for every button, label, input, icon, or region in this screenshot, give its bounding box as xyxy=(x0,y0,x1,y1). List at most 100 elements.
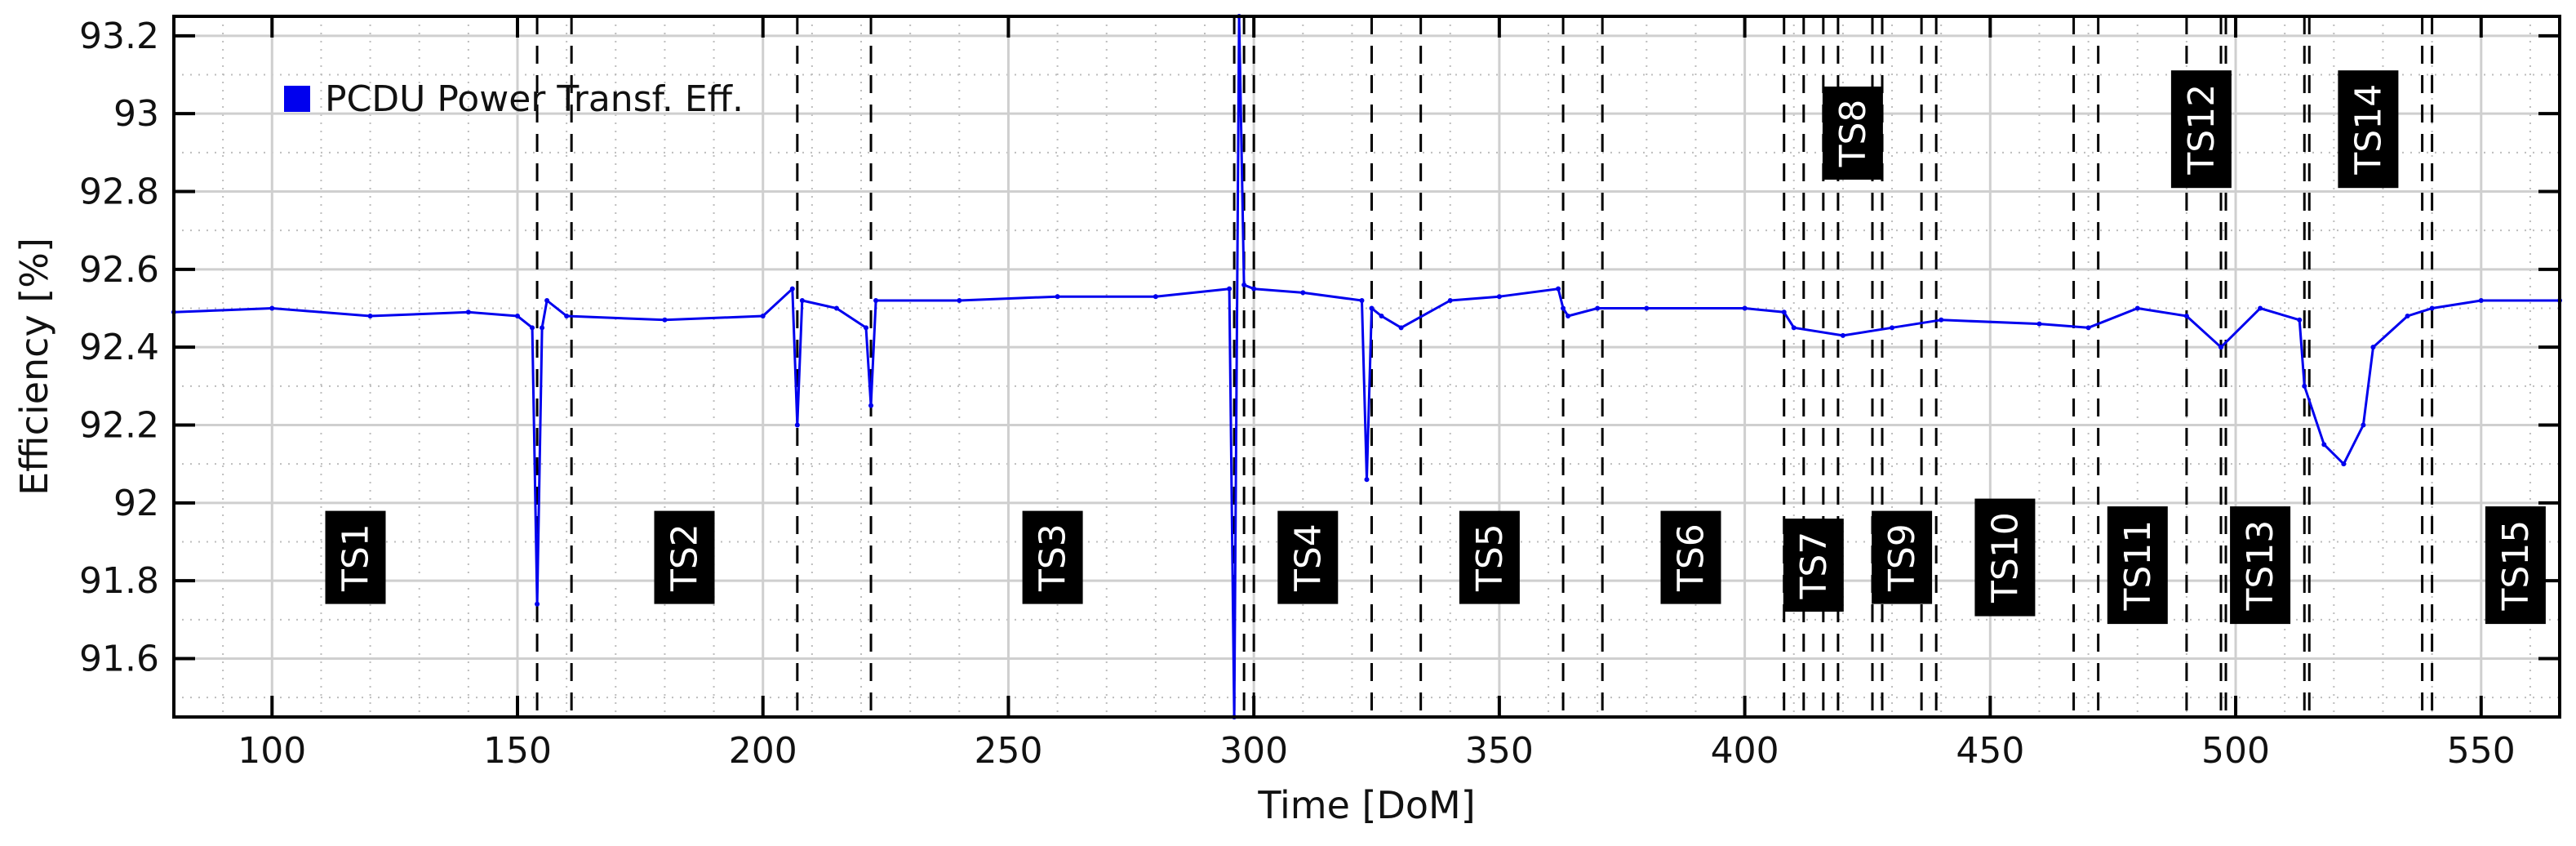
ts-annotation: TS3 xyxy=(1022,510,1083,604)
series-point xyxy=(2134,305,2140,311)
ts-annotation-label: TS7 xyxy=(1793,532,1835,600)
series-point xyxy=(1369,305,1375,311)
series-point xyxy=(2183,314,2189,319)
ts-annotation-box xyxy=(2338,70,2399,189)
series-point xyxy=(2085,325,2091,331)
ts-annotation-box xyxy=(2230,506,2291,625)
ts-annotation-label: TS9 xyxy=(1881,523,1923,592)
legend: PCDU Power Transf. Eff. xyxy=(284,78,744,120)
ts-annotation: TS12 xyxy=(2170,70,2232,189)
ts-annotation-box xyxy=(654,510,715,604)
ts-annotation: TS10 xyxy=(1974,498,2036,617)
series-point xyxy=(1791,325,1797,331)
series-point xyxy=(2361,422,2366,428)
series-point xyxy=(2429,305,2435,311)
ts-annotation: TS8 xyxy=(1822,87,1883,180)
ts-annotation: TS11 xyxy=(2107,506,2168,625)
x-tick-label: 550 xyxy=(2447,730,2516,772)
ts-annotation-box xyxy=(1822,87,1883,180)
series-point xyxy=(1379,314,1384,319)
series-point xyxy=(535,601,540,607)
ts-annotation-box xyxy=(2485,506,2546,625)
x-tick-label: 100 xyxy=(238,730,306,772)
series-point xyxy=(2341,461,2347,467)
ts-annotation: TS9 xyxy=(1872,510,1933,604)
series-point xyxy=(799,297,805,303)
series-point xyxy=(1364,477,1370,483)
ts-annotation: TS7 xyxy=(1783,519,1844,612)
series-point xyxy=(1251,286,1257,292)
series-point xyxy=(873,297,879,303)
series-point xyxy=(1840,332,1845,338)
y-tick-label: 91.8 xyxy=(79,560,159,602)
ts-annotation: TS5 xyxy=(1459,510,1520,604)
ts-annotation-box xyxy=(1277,510,1339,604)
series-point xyxy=(1447,297,1453,303)
series-point xyxy=(957,297,962,303)
ts-annotation-label: TS8 xyxy=(1832,100,1874,168)
series-point xyxy=(2297,317,2303,323)
series-point xyxy=(794,422,800,428)
ts-annotation-box xyxy=(1872,510,1933,604)
ts-annotation-box xyxy=(1660,510,1721,604)
series-point xyxy=(269,305,275,311)
series-point xyxy=(760,314,766,319)
ts-annotation-box xyxy=(325,510,386,604)
series-point xyxy=(864,325,869,331)
series-point xyxy=(2370,345,2376,350)
series-point xyxy=(2405,314,2410,319)
series-point xyxy=(1939,317,1944,323)
series-point xyxy=(1241,282,1247,287)
annotations: TS1 TS2 TS3 TS4 TS5 TS6 TS7 TS8 TS9 TS10 TS11 TS12 T… xyxy=(325,70,2546,625)
ts-annotation-box xyxy=(1974,498,2036,617)
series-point xyxy=(1890,325,1895,331)
y-tick-label: 92 xyxy=(113,483,159,524)
series-layer xyxy=(171,14,2562,719)
series-point xyxy=(1496,294,1502,300)
series-point xyxy=(1556,286,1561,292)
legend-swatch xyxy=(284,86,310,112)
ts-annotation: TS4 xyxy=(1277,510,1339,604)
series-point xyxy=(2218,345,2224,350)
y-tick-label: 92.6 xyxy=(79,249,159,291)
ts-annotation-label: TS5 xyxy=(1469,523,1511,592)
legend-label: PCDU Power Transf. Eff. xyxy=(325,78,744,120)
ts-annotation-label: TS2 xyxy=(664,523,706,592)
ts-annotation-box xyxy=(1783,519,1844,612)
ts-annotation: TS15 xyxy=(2485,506,2546,625)
series-point xyxy=(662,317,668,323)
ts-annotation-label: TS14 xyxy=(2347,84,2389,176)
y-axis-label: Efficiency [%] xyxy=(12,238,56,496)
series-point xyxy=(2258,305,2263,311)
series-point xyxy=(1742,305,1748,311)
series-point xyxy=(1561,305,1566,311)
series-point xyxy=(1359,297,1365,303)
series-point xyxy=(564,314,570,319)
x-tick-label: 350 xyxy=(1465,730,1534,772)
grid xyxy=(174,16,2560,717)
ts-annotation-box xyxy=(1459,510,1520,604)
ts-annotation-label: TS15 xyxy=(2495,520,2537,612)
series-point xyxy=(515,314,521,319)
y-tick-label: 91.6 xyxy=(79,639,159,680)
ts-annotation-label: TS12 xyxy=(2181,84,2223,176)
ts-annotation-label: TS4 xyxy=(1287,523,1329,592)
series-point xyxy=(367,314,373,319)
series-line xyxy=(173,15,2560,719)
ts-annotation: TS6 xyxy=(1660,510,1721,604)
series-point xyxy=(1781,309,1787,315)
series-point xyxy=(1398,325,1404,331)
ts-annotation-box xyxy=(1022,510,1083,604)
y-tick-label: 92.2 xyxy=(79,405,159,447)
x-tick-label: 500 xyxy=(2201,730,2270,772)
series-point xyxy=(1644,305,1650,311)
series-point xyxy=(465,309,471,315)
ts-annotation: TS2 xyxy=(654,510,715,604)
x-tick-label: 250 xyxy=(974,730,1042,772)
ts-annotation-label: TS10 xyxy=(1984,512,2026,603)
plot-frame xyxy=(172,15,2561,719)
series-point xyxy=(544,297,550,303)
x-tick-label: 400 xyxy=(1711,730,1779,772)
series-point xyxy=(1055,294,1060,300)
